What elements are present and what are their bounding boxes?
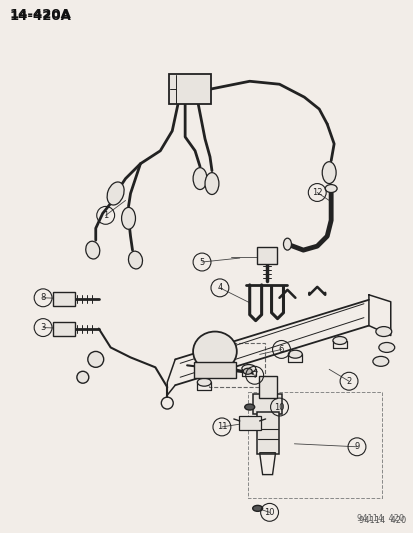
FancyBboxPatch shape bbox=[238, 416, 260, 430]
Ellipse shape bbox=[192, 168, 206, 190]
Text: 2: 2 bbox=[346, 377, 351, 386]
Text: 12: 12 bbox=[311, 188, 322, 197]
Text: 3: 3 bbox=[40, 323, 46, 332]
Ellipse shape bbox=[121, 207, 135, 229]
Ellipse shape bbox=[128, 251, 142, 269]
Ellipse shape bbox=[287, 350, 301, 358]
FancyBboxPatch shape bbox=[256, 247, 276, 264]
Text: 1: 1 bbox=[103, 211, 108, 220]
Text: 6: 6 bbox=[278, 345, 283, 354]
Ellipse shape bbox=[252, 505, 262, 511]
FancyBboxPatch shape bbox=[53, 292, 75, 306]
FancyBboxPatch shape bbox=[169, 74, 211, 104]
Ellipse shape bbox=[325, 184, 336, 192]
Ellipse shape bbox=[85, 241, 100, 259]
FancyBboxPatch shape bbox=[252, 394, 282, 414]
Ellipse shape bbox=[378, 343, 394, 352]
Text: 10: 10 bbox=[263, 508, 274, 517]
FancyBboxPatch shape bbox=[194, 362, 235, 378]
Ellipse shape bbox=[244, 404, 254, 410]
Circle shape bbox=[88, 351, 103, 367]
Text: 11: 11 bbox=[216, 423, 227, 431]
Ellipse shape bbox=[332, 336, 346, 344]
FancyBboxPatch shape bbox=[256, 412, 278, 454]
Text: 8: 8 bbox=[40, 293, 46, 302]
Ellipse shape bbox=[283, 238, 291, 250]
Ellipse shape bbox=[243, 368, 252, 374]
Text: 9: 9 bbox=[354, 442, 359, 451]
Text: 14-420A: 14-420A bbox=[9, 7, 71, 21]
FancyBboxPatch shape bbox=[53, 321, 75, 336]
Ellipse shape bbox=[197, 378, 211, 386]
Circle shape bbox=[77, 372, 88, 383]
Ellipse shape bbox=[204, 173, 218, 195]
Text: 94114  420: 94114 420 bbox=[356, 514, 404, 523]
Text: 4: 4 bbox=[217, 284, 222, 293]
Text: 5: 5 bbox=[199, 257, 204, 266]
Ellipse shape bbox=[372, 357, 388, 366]
Ellipse shape bbox=[321, 161, 335, 183]
Ellipse shape bbox=[107, 182, 124, 205]
FancyBboxPatch shape bbox=[258, 376, 276, 398]
Text: 7: 7 bbox=[252, 371, 257, 380]
Ellipse shape bbox=[192, 332, 236, 372]
Text: 14-420A: 14-420A bbox=[9, 10, 71, 23]
Ellipse shape bbox=[375, 327, 391, 336]
Ellipse shape bbox=[241, 365, 255, 373]
Text: 10: 10 bbox=[273, 402, 284, 411]
Text: 94114  420: 94114 420 bbox=[358, 516, 406, 525]
